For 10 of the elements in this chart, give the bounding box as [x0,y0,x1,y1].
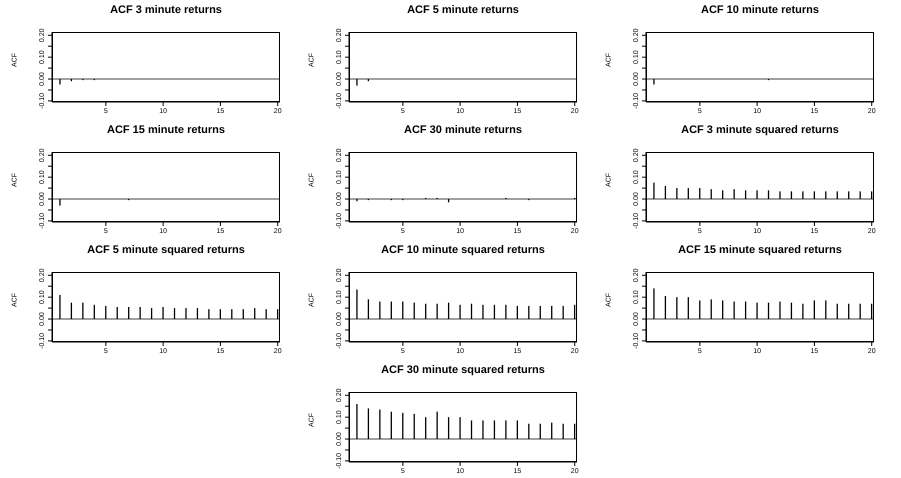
chart-title: ACF 30 minute returns [403,124,523,136]
chart-title: ACF 5 minute returns [406,4,520,16]
chart-title: ACF 3 minute returns [109,4,223,16]
chart-title: ACF 10 minute returns [700,4,820,16]
chart-title: ACF 15 minute returns [106,124,226,136]
chart-title: ACF 5 minute squared returns [86,244,246,256]
chart-title: ACF 10 minute squared returns [380,244,546,256]
chart-title: ACF 3 minute squared returns [680,124,840,136]
chart-title: ACF 30 minute squared returns [380,364,546,376]
chart-title: ACF 15 minute squared returns [677,244,843,256]
